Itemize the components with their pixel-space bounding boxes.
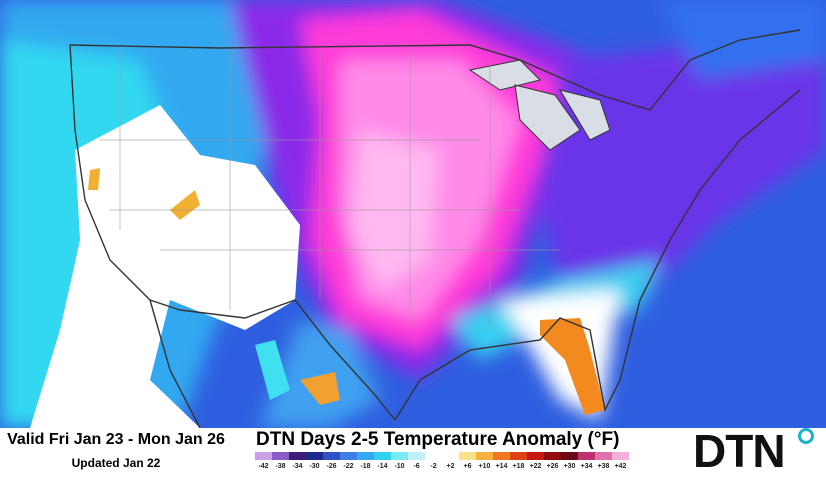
legend-item: -30 (306, 452, 323, 470)
legend-swatch (391, 452, 408, 460)
legend-label: -42 (258, 463, 269, 470)
legend-swatch (510, 452, 527, 460)
legend-label: +2 (446, 463, 455, 470)
legend-label: +22 (529, 463, 542, 470)
legend-swatch (425, 452, 442, 460)
legend-label: +6 (463, 463, 472, 470)
logo: DTN (693, 425, 786, 477)
legend-swatch (459, 452, 476, 460)
legend-swatch (595, 452, 612, 460)
legend-swatch (442, 452, 459, 460)
legend-swatch (578, 452, 595, 460)
anomaly-map (0, 0, 826, 428)
legend-swatch (340, 452, 357, 460)
legend-item: -42 (255, 452, 272, 470)
legend-swatch (272, 452, 289, 460)
map-title: DTN Days 2-5 Temperature Anomaly (°F) (256, 429, 620, 450)
legend-item: +2 (442, 452, 459, 470)
legend-item: +34 (578, 452, 595, 470)
legend-label: +34 (580, 463, 593, 470)
legend-item: +30 (561, 452, 578, 470)
legend-item: -10 (391, 452, 408, 470)
legend-item: +22 (527, 452, 544, 470)
legend-label: -10 (394, 463, 405, 470)
legend-item: +18 (510, 452, 527, 470)
logo-dot (798, 428, 814, 444)
legend-item: +14 (493, 452, 510, 470)
legend: -42 -38 -34 -30 -26 -22 -18 -14 -10 -6 -2 +2 +6 +10 +1… (255, 452, 629, 470)
legend-item: +26 (544, 452, 561, 470)
legend-label: -22 (343, 463, 354, 470)
legend-swatch (612, 452, 629, 460)
legend-item: -34 (289, 452, 306, 470)
legend-label: -14 (377, 463, 388, 470)
legend-swatch (544, 452, 561, 460)
legend-swatch (306, 452, 323, 460)
legend-item: -26 (323, 452, 340, 470)
legend-item: +38 (595, 452, 612, 470)
legend-swatch (476, 452, 493, 460)
legend-label: -38 (275, 463, 286, 470)
legend-swatch (374, 452, 391, 460)
legend-label: +26 (546, 463, 559, 470)
legend-label: -30 (309, 463, 320, 470)
legend-label: -2 (430, 463, 437, 470)
legend-swatch (255, 452, 272, 460)
valid-dates: Valid Fri Jan 23 - Mon Jan 26 (7, 431, 225, 448)
legend-item: +42 (612, 452, 629, 470)
legend-item: +10 (476, 452, 493, 470)
legend-label: -26 (326, 463, 337, 470)
legend-label: +14 (495, 463, 508, 470)
legend-swatch (357, 452, 374, 460)
legend-item: -38 (272, 452, 289, 470)
legend-label: -34 (292, 463, 303, 470)
legend-swatch (408, 452, 425, 460)
legend-swatch (561, 452, 578, 460)
legend-label: +18 (512, 463, 525, 470)
legend-item: -22 (340, 452, 357, 470)
legend-item: +6 (459, 452, 476, 470)
legend-swatch (527, 452, 544, 460)
legend-swatch (289, 452, 306, 460)
legend-swatch (493, 452, 510, 460)
legend-item: -2 (425, 452, 442, 470)
legend-label: +38 (597, 463, 610, 470)
legend-item: -14 (374, 452, 391, 470)
legend-item: -18 (357, 452, 374, 470)
legend-label: +42 (614, 463, 627, 470)
legend-label: +10 (478, 463, 491, 470)
legend-label: +30 (563, 463, 576, 470)
updated-date: Updated Jan 22 (71, 456, 161, 470)
legend-label: -6 (413, 463, 420, 470)
legend-label: -18 (360, 463, 371, 470)
legend-item: -6 (408, 452, 425, 470)
legend-swatch (323, 452, 340, 460)
